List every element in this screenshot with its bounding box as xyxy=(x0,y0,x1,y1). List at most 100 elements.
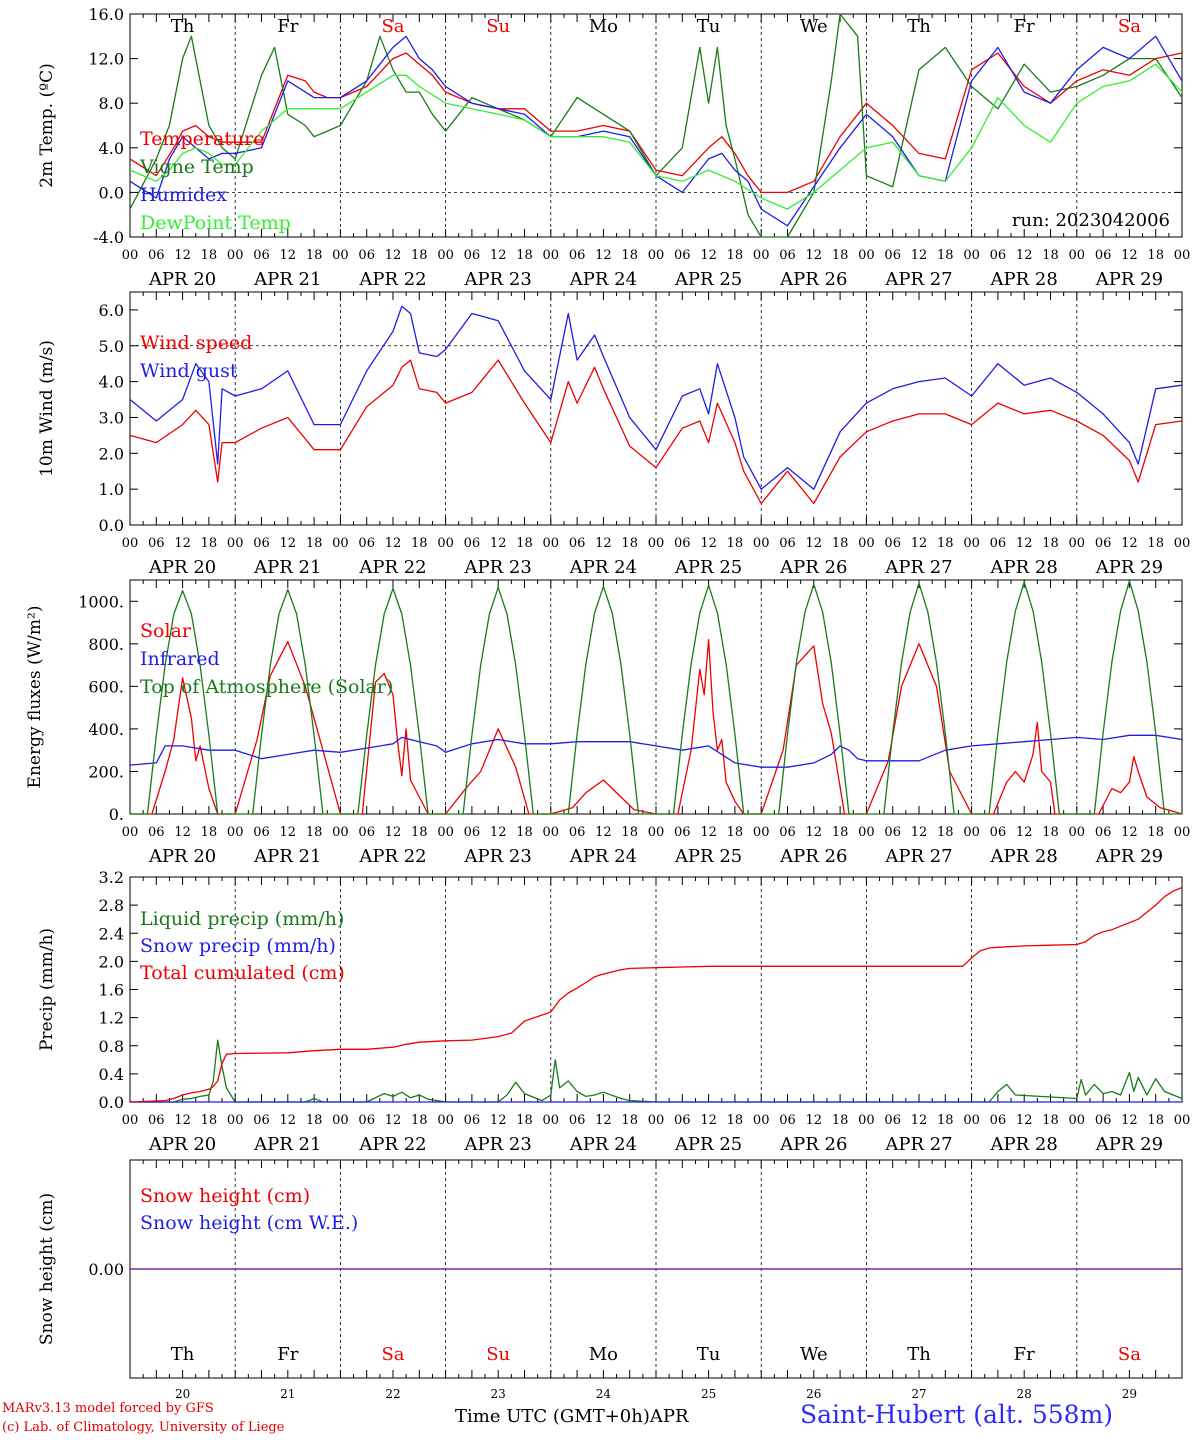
precip-ytick-label: 2.0 xyxy=(99,952,124,971)
wind-hour-label: 18 xyxy=(1042,536,1059,551)
snow-daynum-label: 28 xyxy=(1017,1387,1032,1401)
wind-hour-label: 06 xyxy=(779,536,796,551)
wind-hour-label: 12 xyxy=(280,536,297,551)
precip-legend-entry: Snow precip (mm/h) xyxy=(140,935,336,957)
precip-date-label: APR 29 xyxy=(1095,1134,1163,1155)
energy-hour-label: 12 xyxy=(490,825,507,840)
energy-legend-entry: Infrared xyxy=(140,648,220,670)
temp-hour-label: 06 xyxy=(990,248,1007,263)
temp-hour-label: 00 xyxy=(753,248,770,263)
energy-hour-label: 18 xyxy=(832,825,849,840)
wind-hour-label: 12 xyxy=(385,536,402,551)
time-axis-title: Time UTC (GMT+0h) xyxy=(455,1406,650,1427)
wind-hour-label: 06 xyxy=(148,536,165,551)
wind-hour-label: 18 xyxy=(937,536,954,551)
precip-hour-label: 06 xyxy=(990,1113,1007,1128)
energy-ytick-label: 0. xyxy=(109,805,124,824)
wind-hour-label: 00 xyxy=(1069,536,1086,551)
time-axis-month: APR xyxy=(649,1406,689,1427)
temp-legend-entry: DewPoint Temp xyxy=(140,212,291,234)
temp-hour-label: 18 xyxy=(621,248,638,263)
energy-hour-label: 06 xyxy=(674,825,691,840)
wind-hour-label: 12 xyxy=(1121,536,1138,551)
temp-legend-entry: Temperature xyxy=(140,128,264,150)
precip-hour-label: 18 xyxy=(201,1113,218,1128)
wind-hour-label: 12 xyxy=(595,536,612,551)
wind-hour-label: 06 xyxy=(358,536,375,551)
energy-ytick-label: 1000. xyxy=(78,592,124,611)
energy-legend-entry: Top of Atmosphere (Solar) xyxy=(140,676,393,698)
wind-hour-label: 00 xyxy=(858,536,875,551)
precip-ytick-label: 0.4 xyxy=(99,1065,124,1084)
temp-hour-label: 18 xyxy=(411,248,428,263)
precip-date-label: APR 24 xyxy=(569,1134,637,1155)
temp-hour-label: 18 xyxy=(1042,248,1059,263)
temp-hour-label: 00 xyxy=(227,248,244,263)
energy-ytick-label: 400. xyxy=(88,720,124,739)
temp-hour-label: 18 xyxy=(516,248,533,263)
wind-hour-label: 18 xyxy=(516,536,533,551)
energy-hour-label: 00 xyxy=(1069,825,1086,840)
temp-hour-label: 12 xyxy=(595,248,612,263)
precip-date-label: APR 23 xyxy=(464,1134,532,1155)
temp-hour-label: 18 xyxy=(201,248,218,263)
snow-weekday-label: Sa xyxy=(381,1344,404,1365)
wind-hour-label: 12 xyxy=(1016,536,1033,551)
precip-hour-label: 12 xyxy=(174,1113,191,1128)
energy-hour-label: 00 xyxy=(753,825,770,840)
snow-ytick-label: 0.00 xyxy=(88,1260,124,1279)
wind-hour-label: 12 xyxy=(806,536,823,551)
wind-ytick-label: 6.0 xyxy=(99,301,124,320)
temp-hour-label: 00 xyxy=(963,248,980,263)
energy-date-label: APR 27 xyxy=(884,846,952,867)
energy-hour-label: 18 xyxy=(1147,825,1164,840)
wind-legend-entry: Wind speed xyxy=(140,332,252,354)
temp-date-label: APR 27 xyxy=(884,269,952,290)
precip-hour-label: 00 xyxy=(543,1113,560,1128)
energy-hour-label: 06 xyxy=(990,825,1007,840)
precip-hour-label: 18 xyxy=(621,1113,638,1128)
time-axis-label: Time UTC (GMT+0h)APR xyxy=(455,1406,689,1427)
energy-hour-label: 00 xyxy=(332,825,349,840)
temp-hour-label: 18 xyxy=(1147,248,1164,263)
temp-weekday-label: Sa xyxy=(1118,16,1141,37)
energy-hour-label: 12 xyxy=(595,825,612,840)
temp-weekday-label: Fr xyxy=(277,16,298,37)
wind-legend-entry: Wind gust xyxy=(140,360,238,382)
energy-hour-label: 00 xyxy=(1174,825,1191,840)
energy-hour-label: 18 xyxy=(516,825,533,840)
energy-hour-label: 18 xyxy=(621,825,638,840)
temp-hour-label: 12 xyxy=(911,248,928,263)
temp-run-annotation: run: 2023042006 xyxy=(1012,210,1170,231)
temp-weekday-label: Mo xyxy=(589,16,618,37)
temp-date-label: APR 23 xyxy=(464,269,532,290)
precip-hour-label: 12 xyxy=(280,1113,297,1128)
temp-weekday-label: Tu xyxy=(697,16,721,37)
energy-hour-label: 06 xyxy=(358,825,375,840)
temp-ytick-label: 8.0 xyxy=(99,94,124,113)
precip-hour-label: 00 xyxy=(1174,1113,1191,1128)
temp-legend-entry: Humidex xyxy=(140,184,227,206)
snow-daynum-label: 29 xyxy=(1122,1387,1137,1401)
wind-hour-label: 06 xyxy=(569,536,586,551)
wind-hour-label: 12 xyxy=(490,536,507,551)
energy-hour-label: 00 xyxy=(227,825,244,840)
precip-hour-label: 18 xyxy=(306,1113,323,1128)
snow-daynum-label: 20 xyxy=(175,1387,190,1401)
precip-hour-label: 00 xyxy=(122,1113,139,1128)
precip-date-label: APR 27 xyxy=(884,1134,952,1155)
wind-date-label: APR 20 xyxy=(148,557,216,578)
energy-hour-label: 12 xyxy=(1016,825,1033,840)
precip-hour-label: 06 xyxy=(569,1113,586,1128)
temp-ytick-label: 0.0 xyxy=(99,183,124,202)
snow-weekday-label: Th xyxy=(171,1344,195,1365)
precip-series-line xyxy=(129,886,1183,1103)
precip-date-label: APR 28 xyxy=(990,1134,1058,1155)
precip-hour-label: 06 xyxy=(464,1113,481,1128)
precip-hour-label: 12 xyxy=(490,1113,507,1128)
wind-panel: 0.0 1.0 2.0 3.0 4.0 5.0 6.0 10m Wind (m/s) 00 06 1… xyxy=(37,291,1190,578)
wind-hour-label: 18 xyxy=(727,536,744,551)
precip-hour-label: 00 xyxy=(1069,1113,1086,1128)
snow-daynum-label: 21 xyxy=(280,1387,295,1401)
